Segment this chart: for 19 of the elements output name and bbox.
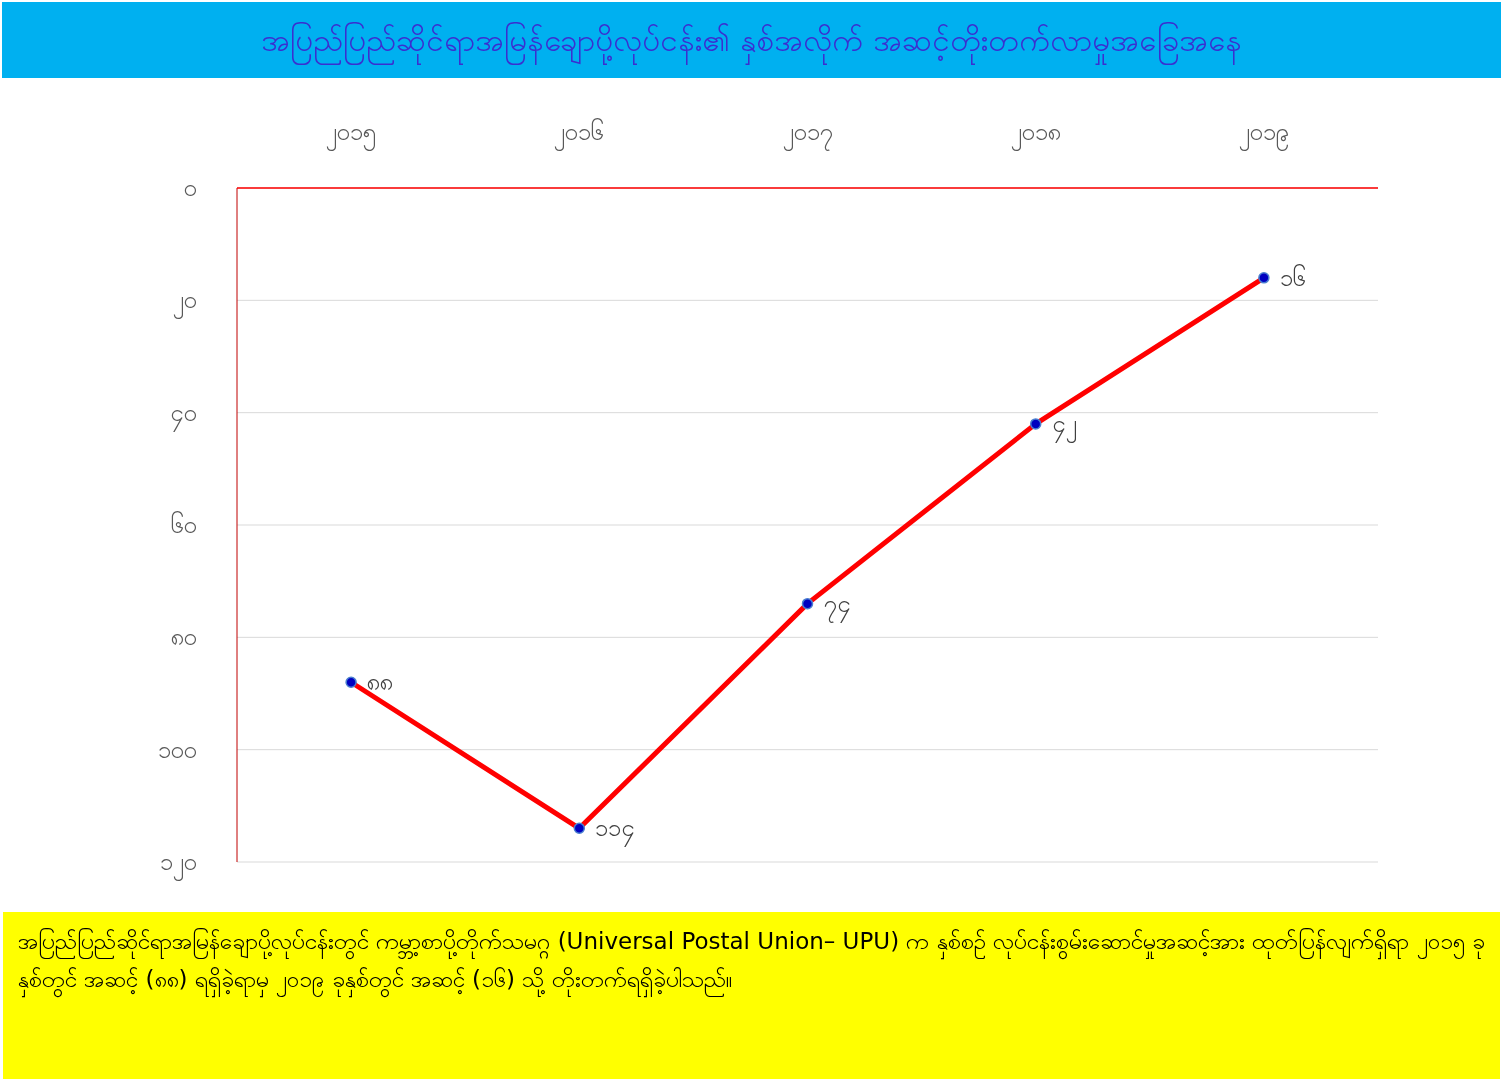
x-tick-label: ၂၀၁၈ bbox=[1010, 118, 1061, 151]
data-label: ၇၄ bbox=[823, 589, 851, 623]
y-tick-label: ၈၀ bbox=[171, 623, 197, 652]
y-tick-label: ၂၀ bbox=[173, 286, 197, 320]
y-tick-label: ၄၀ bbox=[170, 398, 197, 432]
data-label: ၈၈ bbox=[367, 668, 394, 697]
chart-title: အပြည်ပြည်ဆိုင်ရာအမြန်ချောပို့လုပ်ငန်း၏ နှစ်အလိုက် အဆင့်တိုးတက်လာမှုအခြေအနေ bbox=[2, 2, 1501, 78]
x-tick-label: ၂၀၁၅ bbox=[326, 118, 377, 151]
data-label: ၁၁၄ bbox=[595, 814, 636, 848]
y-tick-label: ၁၀၀ bbox=[158, 735, 197, 764]
x-tick-label: ၂၀၁၇ bbox=[782, 118, 833, 151]
data-label: ၄၂ bbox=[1051, 409, 1077, 443]
data-label: ၁၆ bbox=[1279, 262, 1306, 292]
x-tick-label: ၂၀၁၉ bbox=[1238, 118, 1289, 151]
y-tick-label: ၀ bbox=[184, 174, 197, 202]
y-tick-label: ၁၂၀ bbox=[160, 848, 197, 881]
y-tick-label: ၆၀ bbox=[171, 510, 197, 539]
x-tick-label: ၂၀၁၆ bbox=[554, 117, 605, 151]
text: အပြည်ပြည်ဆိုင်ရာအမြန်ချောပို့လုပ်ငန်းတွင် ကမ္ဘာ့စာပို့တိုက်သမဂ္ဂ (Universal Postal Union– UPU) က နှစ်စဉ် လုပ်ငန်းစွမ်းဆောင်မှုအဆင့်အား ထုတ်ပြန်လျက်ရှိရာ ၂၀၁၅ ခုနှစ်တွင် အဆင့် (၈၈) ရရှိခဲ့ရာမှ ၂၀၁၉ ခုနှစ်တွင် အဆင့် (၁၆) သို့ တိုးတက်ရရှိခဲ့ပါသည်။ bbox=[3, 912, 1500, 1079]
